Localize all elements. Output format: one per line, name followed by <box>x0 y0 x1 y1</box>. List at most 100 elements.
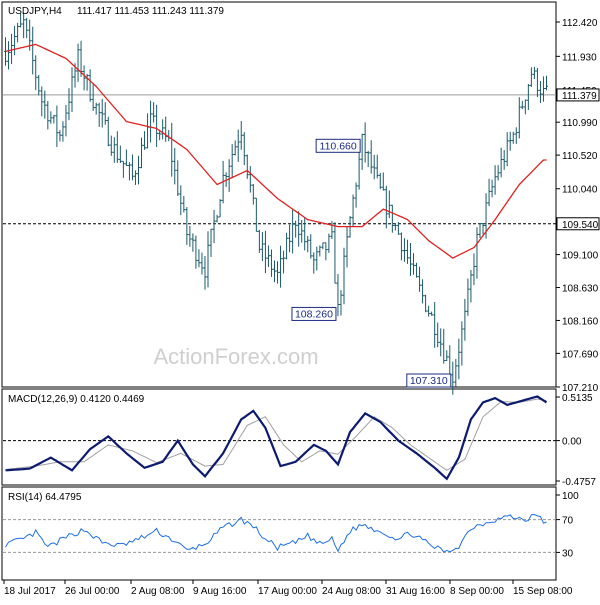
ohlc-bar <box>366 150 370 168</box>
ohlc-bar <box>454 358 458 387</box>
ohlc-bar <box>360 133 364 170</box>
rsi-panel-frame <box>1 486 557 581</box>
ohlc-bar <box>188 225 192 247</box>
ohlc-bar <box>203 256 207 290</box>
ohlc-bar <box>91 84 95 111</box>
ohlc-bar <box>541 76 545 102</box>
ohlc-bar <box>399 232 403 261</box>
ohlc-bar <box>327 233 331 253</box>
price-tick-label: 110.520 <box>562 151 598 162</box>
ohlc-bar <box>40 86 44 117</box>
ohlc-bar <box>288 224 292 253</box>
price-annotations: 110.660 108.260 107.310 <box>291 138 452 388</box>
ohlc-bar <box>520 100 524 110</box>
ohlc-bar <box>100 98 104 128</box>
ohlc-bar <box>49 111 53 124</box>
ohlc-bar <box>130 154 134 181</box>
ohlc-bar <box>357 146 361 190</box>
ohlc-bar <box>499 147 503 178</box>
ohlc-bar <box>25 17 29 39</box>
ohlc-bar <box>10 33 14 65</box>
ohlc-bar <box>109 135 113 156</box>
ohlc-bar <box>236 129 240 162</box>
rsi-tick-label: 70 <box>562 516 574 527</box>
price-tick-label: 112.420 <box>562 18 598 29</box>
ohlc-bar <box>76 43 80 82</box>
support-label: 109.540 <box>562 220 599 231</box>
ohlc-bar <box>282 250 286 274</box>
ohlc-bar <box>490 179 494 198</box>
price-guides: 111.379 109.540 <box>3 88 600 231</box>
ohlc-bar <box>64 104 68 137</box>
symbol-label: USDJPY,H4 <box>8 6 62 17</box>
ohlc-bar <box>421 279 425 304</box>
ohlc-bar <box>61 121 65 142</box>
time-tick-label: 9 Aug 16:00 <box>193 586 247 597</box>
ohlc-bar <box>112 137 116 163</box>
ohlc-bar <box>415 262 419 278</box>
time-axis: 18 Jul 2017 26 Jul 00:00 2 Aug 08:00 9 Aug … <box>3 580 573 597</box>
rsi-axis: 100 70 30 <box>3 491 579 559</box>
ohlc-bar <box>372 154 376 180</box>
ohlc-bar <box>375 154 379 179</box>
ohlc-bar <box>475 227 479 279</box>
ohlc-bar <box>212 209 216 244</box>
ohlc-bar <box>215 214 219 223</box>
ohlc-bar <box>82 65 86 91</box>
ohlc-bar <box>526 83 530 111</box>
ohlc-bar <box>227 159 231 192</box>
ohlc-bar <box>393 223 397 231</box>
ohlc-bar <box>529 67 533 87</box>
ohlc-bar <box>427 305 431 317</box>
ohlc-bar <box>269 249 273 277</box>
ohlc-bar <box>37 74 41 96</box>
ohlc-bar <box>194 235 198 269</box>
ohlc-bar <box>124 149 128 167</box>
ohlc-bar <box>46 100 50 130</box>
macd-label: MACD(12,26,9) 0.4120 0.4469 <box>8 394 145 405</box>
ohlc-bar <box>143 131 147 150</box>
ohlc-bar <box>16 22 20 43</box>
ohlc-bar <box>152 102 156 123</box>
ohlc-bar <box>19 13 23 28</box>
ohlc-bar <box>433 302 437 348</box>
macd-tick-label: 0.5135 <box>562 393 593 404</box>
rsi-label: RSI(14) 64.4795 <box>8 492 82 503</box>
ohlc-bar <box>7 41 11 70</box>
ohlc-bar <box>544 75 548 91</box>
ohlc-bar <box>55 105 59 147</box>
ohlc-bar <box>466 278 470 316</box>
ohlc-bar <box>430 311 434 316</box>
ohlc-bar <box>206 231 210 288</box>
time-tick-label: 8 Sep 00:00 <box>450 586 504 597</box>
price-tick-label: 111.930 <box>562 52 597 63</box>
ohlc-bar <box>418 266 422 292</box>
ohlc-bar <box>339 290 343 316</box>
ohlc-bar <box>369 140 373 174</box>
rsi-tick-label: 100 <box>562 491 579 502</box>
moving-average-line <box>5 43 547 259</box>
last-price-box <box>556 88 600 102</box>
ohlc-bar <box>487 178 491 207</box>
ohlc-bar <box>133 170 137 185</box>
ohlc-bar <box>155 104 159 148</box>
ohlc-bar <box>336 274 340 317</box>
time-tick-label: 18 Jul 2017 <box>4 586 56 597</box>
ohlc-bar <box>257 229 261 253</box>
ohlc-bar <box>185 207 189 245</box>
ohlc-bar <box>514 127 518 144</box>
ohlc-bar <box>239 121 243 150</box>
price-tick-label: 108.630 <box>562 284 599 295</box>
ohlc-bar <box>173 147 177 185</box>
ohlc-bar <box>363 122 367 163</box>
ohlc-bar <box>13 26 17 56</box>
price-annotation: 108.260 <box>291 306 337 321</box>
ohlc-bar <box>481 223 485 235</box>
ohlc-bar <box>140 137 144 169</box>
price-tick-label: 110.040 <box>562 185 598 196</box>
rsi-line <box>5 513 547 553</box>
ohlc-bar <box>306 236 310 253</box>
ohlc-bar <box>381 172 385 191</box>
